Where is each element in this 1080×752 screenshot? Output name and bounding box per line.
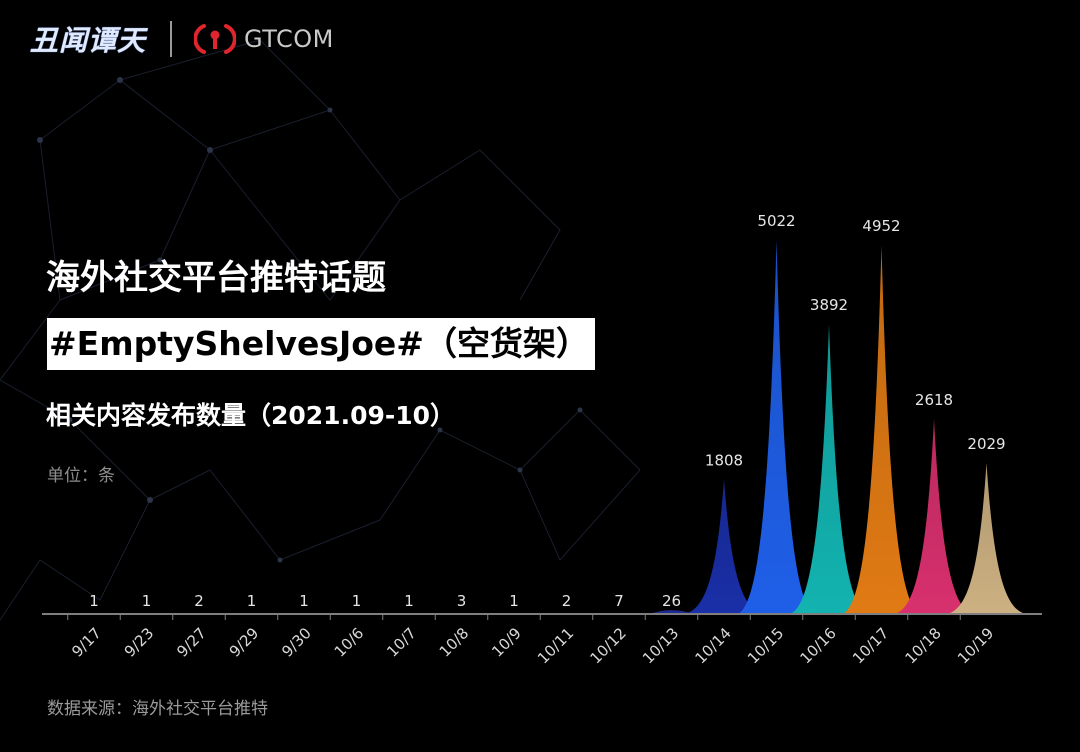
x-tick-label-9/30: 9/30 — [278, 624, 315, 661]
x-tick-label-10/9: 10/9 — [488, 624, 525, 661]
value-label-10/19: 2029 — [967, 435, 1005, 453]
value-label-10/13: 26 — [662, 592, 681, 610]
chart-title-line1: 海外社交平台推特话题 — [46, 258, 386, 298]
peak-10/18 — [894, 419, 974, 614]
peak-10/16 — [789, 324, 869, 614]
x-tick-label-10/6: 10/6 — [331, 624, 368, 661]
x-tick-label-10/17: 10/17 — [849, 624, 892, 667]
x-tick-label-10/19: 10/19 — [954, 624, 997, 667]
value-label-10/15: 5022 — [757, 212, 795, 230]
x-tick-label-10/15: 10/15 — [744, 624, 787, 667]
x-tick-label-9/27: 9/27 — [173, 624, 210, 661]
x-tick-label-10/7: 10/7 — [383, 624, 420, 661]
logo-divider — [170, 21, 173, 57]
value-label-10/18: 2618 — [915, 391, 953, 409]
unit-label: 单位：条 — [47, 466, 115, 486]
value-label-10/17: 4952 — [862, 217, 900, 235]
value-label-9/23: 1 — [142, 592, 152, 610]
value-label-10/6: 1 — [352, 592, 362, 610]
brand-logo-en: GTCOM — [244, 25, 334, 53]
data-source: 数据来源：海外社交平台推特 — [47, 699, 268, 719]
chart-title-hashtag: #EmptyShelvesJoe#（空货架） — [47, 318, 595, 370]
x-tick-label-10/18: 10/18 — [902, 624, 945, 667]
value-label-9/29: 1 — [247, 592, 257, 610]
peak-10/17 — [841, 245, 922, 614]
peak-10/19 — [946, 462, 1027, 614]
value-label-10/8: 3 — [457, 592, 467, 610]
value-label-10/7: 1 — [404, 592, 414, 610]
value-label-10/11: 2 — [562, 592, 572, 610]
value-label-9/27: 2 — [194, 592, 204, 610]
value-label-10/9: 1 — [509, 592, 519, 610]
header-logos: 丑闻谭天 GTCOM — [30, 18, 334, 60]
value-label-10/14: 1808 — [705, 451, 743, 469]
x-tick-label-10/12: 10/12 — [587, 624, 630, 667]
value-label-9/30: 1 — [299, 592, 309, 610]
chart-subtitle: 相关内容发布数量（2021.09-10） — [46, 401, 456, 430]
gtcom-signal-icon — [194, 24, 237, 54]
value-label-10/16: 3892 — [810, 296, 848, 314]
x-tick-label-10/16: 10/16 — [797, 624, 840, 667]
x-tick-label-9/17: 9/17 — [68, 624, 105, 661]
value-label-10/12: 7 — [614, 592, 624, 610]
peak-10/14 — [684, 479, 764, 614]
peak-10/15 — [736, 240, 817, 614]
value-label-9/17: 1 — [89, 592, 99, 610]
x-tick-label-10/14: 10/14 — [692, 624, 735, 667]
x-tick-label-10/13: 10/13 — [639, 624, 682, 667]
x-tick-label-9/29: 9/29 — [226, 624, 263, 661]
x-tick-label-10/8: 10/8 — [436, 624, 473, 661]
x-tick-label-10/11: 10/11 — [534, 624, 577, 667]
brand-logo-cn: 丑闻谭天 — [30, 24, 147, 57]
x-tick-label-9/23: 9/23 — [121, 624, 158, 661]
